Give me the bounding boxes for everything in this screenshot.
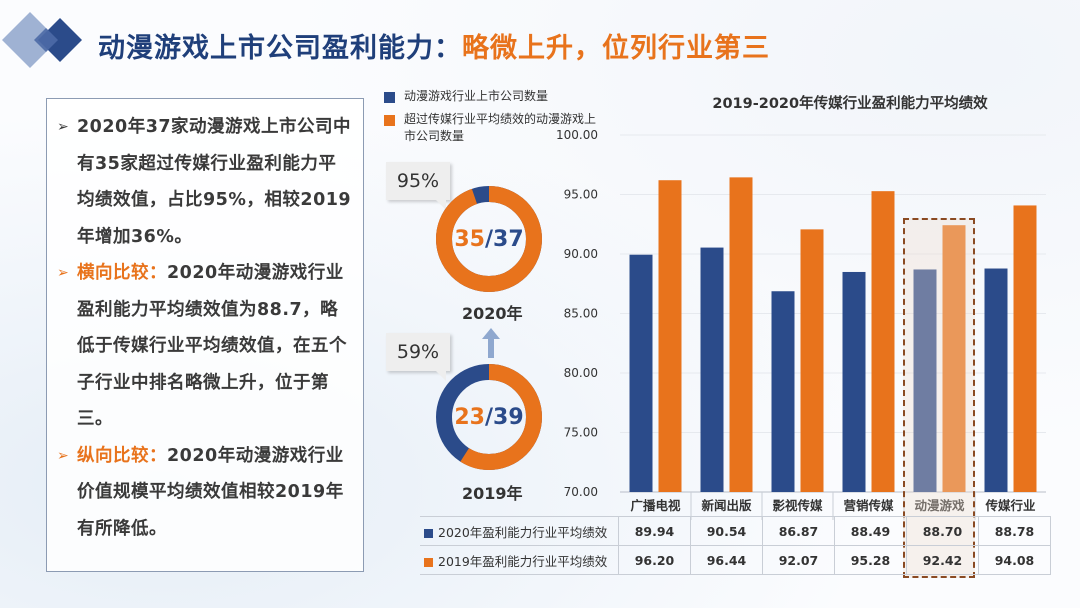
bullet-arrow-icon: ➢ <box>57 265 70 281</box>
donut-2019-ring <box>436 364 542 470</box>
pct-callout-2020: 95% <box>386 162 450 210</box>
bar-2019 <box>800 229 824 492</box>
legend-swatch <box>424 557 433 567</box>
bar-2019 <box>871 191 895 492</box>
donut-total-count: 39 <box>493 404 524 430</box>
legend-label: 超过传媒行业平均绩效的动漫游戏上市公司数量 <box>404 112 597 143</box>
x-tick-label: 营销传媒 <box>843 498 894 513</box>
legend-item-exceed: 超过传媒行业平均绩效的动漫游戏上市公司数量 <box>384 111 604 145</box>
legend-swatch <box>424 528 433 538</box>
donut-legend: 动漫游戏行业上市公司数量 超过传媒行业平均绩效的动漫游戏上市公司数量 <box>384 88 604 145</box>
pct-callout-2019: 59% <box>386 333 450 381</box>
y-tick-label: 95.00 <box>564 188 598 202</box>
bullet-arrow-icon: ➢ <box>57 119 70 135</box>
donut-exceed-arc <box>436 364 542 470</box>
paragraph-lead: 横向比较： <box>77 263 167 283</box>
table-cell: 96.44 <box>690 545 763 575</box>
bar-chart: 70.00 75.00 80.00 85.00 90.00 95.00 100.00 广播电视… <box>556 128 1046 520</box>
table-cell: 92.42 <box>906 545 979 575</box>
table-cell: 86.87 <box>762 516 835 546</box>
summary-paragraph-1: ➢ 2020年37家动漫游戏上市公司中有35家超过传媒行业盈利能力平均绩效值，占… <box>57 109 353 255</box>
donut-slash: / <box>484 404 494 430</box>
x-tick-label: 广播电视 <box>630 498 681 513</box>
legend-label: 动漫游戏行业上市公司数量 <box>404 89 549 103</box>
donut-center-label: 23/39 <box>434 362 544 472</box>
bar-2020 <box>984 268 1008 492</box>
table-row-label: 2019年盈利能力行业平均绩效 <box>420 545 619 575</box>
donut-2019: 23/39 <box>434 362 544 472</box>
y-tick-label: 85.00 <box>564 307 598 321</box>
paragraph-text: 2020年37家动漫游戏上市公司中有35家超过传媒行业盈利能力平均绩效值，占比9… <box>77 117 352 247</box>
paragraph-lead: 纵向比较： <box>77 445 167 466</box>
bar-2020 <box>913 269 937 492</box>
paragraph-text: 2020年动漫游戏行业盈利能力平均绩效值为88.7，略低于传媒行业平均绩效值，在… <box>77 263 347 429</box>
pct-callout-label: 59% <box>396 341 440 363</box>
table-cell: 92.07 <box>762 545 835 575</box>
donut-2020: 35/37 <box>434 184 544 294</box>
table-cell: 88.49 <box>834 516 907 546</box>
summary-paragraph-3: ➢ 纵向比较：2020年动漫游戏行业价值规模平均绩效值相较2019年有所降低。 <box>57 438 353 548</box>
y-tick-label: 70.00 <box>564 485 598 499</box>
diamond-logo-icon <box>2 12 82 68</box>
bar-2020 <box>771 291 795 492</box>
slide-title: 动漫游戏上市公司盈利能力：略微上升，位列行业第三 <box>98 26 770 65</box>
series-name: 2020年盈利能力行业平均绩效 <box>438 524 608 540</box>
bar-2019 <box>942 225 966 492</box>
x-tick-label: 影视传媒 <box>772 498 823 513</box>
y-tick-label: 90.00 <box>564 247 598 261</box>
table-cell: 89.94 <box>618 516 691 546</box>
title-highlight: 略微上升，位列行业第三 <box>462 33 770 64</box>
table-cell: 95.28 <box>834 545 907 575</box>
donut-exceed-count: 35 <box>454 226 485 252</box>
summary-paragraph-2: ➢ 横向比较：2020年动漫游戏行业盈利能力平均绩效值为88.7，略低于传媒行业… <box>57 255 353 438</box>
bar-2019 <box>658 180 682 492</box>
donut-exceed-count: 23 <box>454 404 485 430</box>
table-row-label: 2020年盈利能力行业平均绩效 <box>420 516 619 546</box>
up-arrow-icon <box>482 328 500 358</box>
chart-title: 2019-2020年传媒行业盈利能力平均绩效 <box>712 96 988 112</box>
series-name: 2019年盈利能力行业平均绩效 <box>438 553 608 569</box>
bar-2019 <box>1013 205 1037 492</box>
table-cell: 88.70 <box>906 516 979 546</box>
legend-swatch <box>384 92 395 103</box>
bar-2020 <box>842 271 866 492</box>
legend-item-total: 动漫游戏行业上市公司数量 <box>384 88 604 105</box>
pct-callout-label: 95% <box>396 170 440 192</box>
bar-2020 <box>629 254 653 492</box>
donut-total-count: 37 <box>493 226 524 252</box>
x-tick-label: 新闻出版 <box>701 498 752 513</box>
bar-2019 <box>729 177 753 492</box>
title-main: 动漫游戏上市公司盈利能力： <box>98 33 462 64</box>
table-row-2019: 2019年盈利能力行业平均绩效 96.20 96.44 92.07 95.28 … <box>420 545 1051 575</box>
chart-data-table: 2020年盈利能力行业平均绩效 89.94 90.54 86.87 88.49 … <box>420 516 1051 575</box>
donut-slash: / <box>484 226 494 252</box>
donut-2020-ring <box>436 186 542 292</box>
x-tick-label: 动漫游戏 <box>914 498 965 513</box>
paragraph-text: 2020年动漫游戏行业价值规模平均绩效值相较2019年有所降低。 <box>77 445 344 539</box>
table-row-2020: 2020年盈利能力行业平均绩效 89.94 90.54 86.87 88.49 … <box>420 516 1051 546</box>
table-cell: 90.54 <box>690 516 763 546</box>
y-tick-label: 75.00 <box>564 426 598 440</box>
legend-swatch <box>384 115 395 126</box>
table-cell: 96.20 <box>618 545 691 575</box>
bullet-arrow-icon: ➢ <box>57 447 70 464</box>
donut-exceed-arc <box>436 186 542 292</box>
y-tick-label: 100.00 <box>556 128 598 142</box>
bar-2020 <box>700 247 724 492</box>
table-cell: 94.08 <box>978 545 1051 575</box>
donut-year-2020: 2020年 <box>462 304 523 323</box>
donut-year-2019: 2019年 <box>462 484 523 503</box>
y-tick-label: 80.00 <box>564 366 598 380</box>
table-cell: 88.78 <box>978 516 1051 546</box>
donut-center-label: 35/37 <box>434 184 544 294</box>
summary-panel: ➢ 2020年37家动漫游戏上市公司中有35家超过传媒行业盈利能力平均绩效值，占… <box>46 98 364 572</box>
x-tick-label: 传媒行业 <box>984 498 1036 513</box>
